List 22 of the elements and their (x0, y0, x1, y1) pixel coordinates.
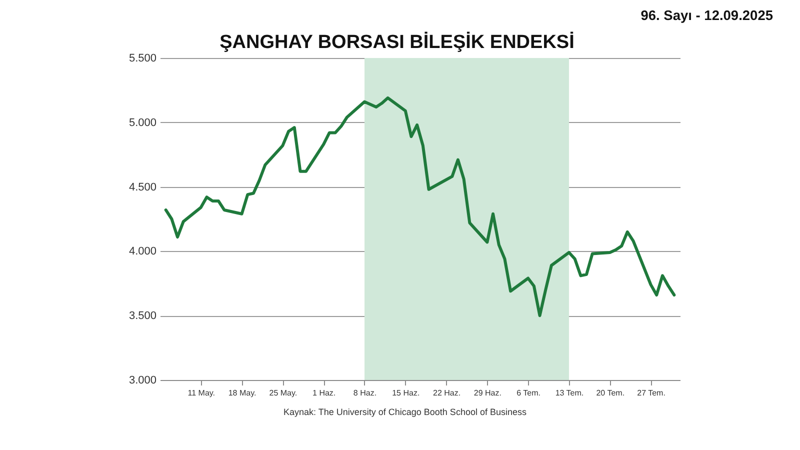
x-tick-label: 29 Haz. (474, 388, 502, 398)
x-tick-label: 6 Tem. (516, 388, 541, 398)
x-tick-label: 27 Tem. (637, 388, 666, 398)
x-tick-label: 8 Haz. (353, 388, 377, 398)
x-tick-label: 20 Tem. (596, 388, 625, 398)
x-tick-label: 13 Tem. (555, 388, 584, 398)
y-tick-label: 4.000 (128, 246, 156, 258)
x-tick-label: 11 May. (188, 388, 216, 398)
text: 96. Sayı - 12.09.2025 (640, 8, 774, 23)
chart-title: ŞANGHAY BORSASI BİLEŞİK ENDEKSİ (220, 31, 574, 53)
y-tick-label: 5.000 (128, 116, 156, 129)
x-tick-label: 15 Haz. (392, 388, 420, 398)
x-tick-label: 22 Haz. (433, 388, 461, 398)
line-series (164, 96, 676, 318)
y-tick-label: 5.500 (128, 52, 156, 64)
text: Kaynak: The University of Chicago Booth School of Business (284, 407, 527, 417)
y-tick-label: 3.500 (128, 310, 156, 322)
y-tick-label: 4.500 (128, 181, 156, 194)
x-tick-label: 25 May. (269, 388, 298, 398)
x-tick-label: 18 May. (228, 388, 256, 398)
x-tick-label: 1 Haz. (312, 388, 336, 398)
y-tick-label: 3.000 (128, 374, 156, 386)
